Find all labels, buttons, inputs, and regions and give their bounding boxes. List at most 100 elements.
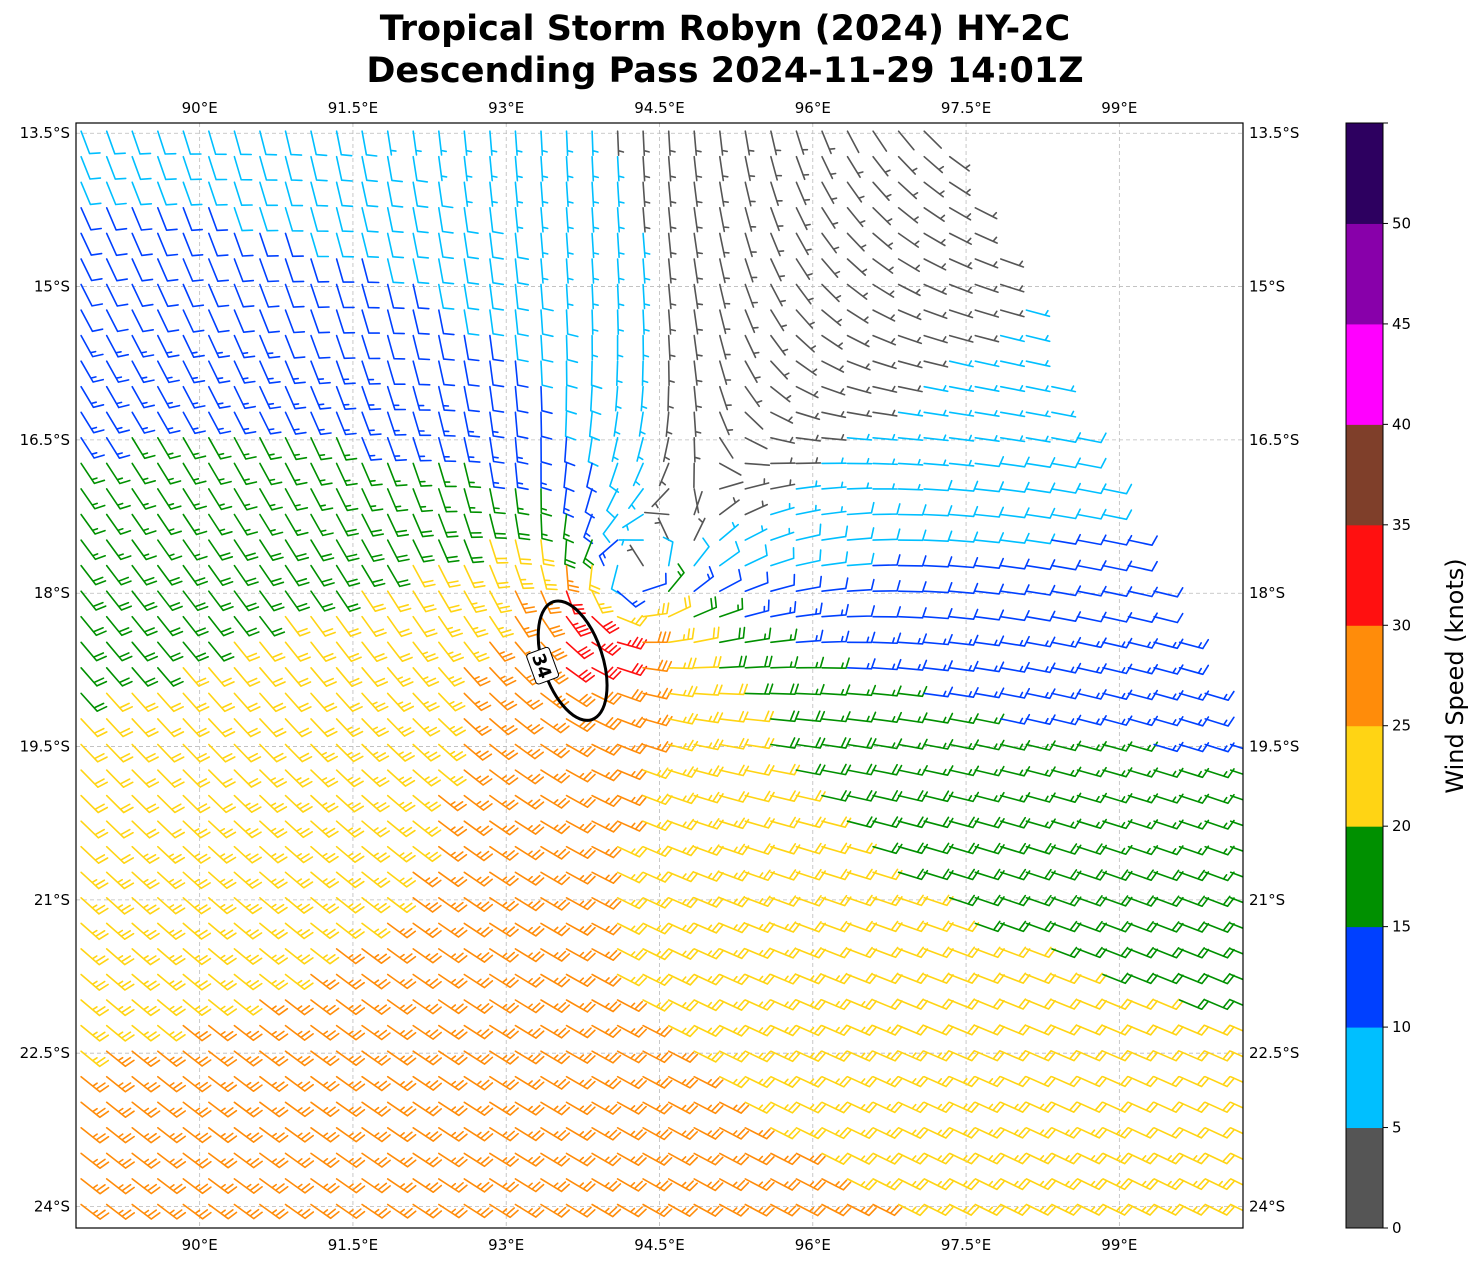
wind-barb [1102, 1127, 1133, 1139]
wind-barb [846, 410, 872, 418]
wind-barb [463, 232, 479, 260]
wind-barb [131, 897, 160, 915]
wind-barb [1000, 532, 1030, 544]
wind-barb [1153, 690, 1184, 701]
wind-barb [1204, 716, 1235, 727]
wind-barb [412, 334, 431, 361]
wind-barb [1051, 611, 1082, 622]
wind-barb [1025, 972, 1056, 984]
wind-barb [514, 999, 545, 1014]
wind-barb [1127, 689, 1158, 701]
wind-barb [591, 794, 622, 807]
wind-barb [795, 629, 824, 644]
wind-barb [310, 181, 329, 207]
wind-barb [284, 1203, 315, 1220]
wind-barb [642, 687, 673, 700]
wind-barb [693, 334, 703, 361]
y-tick-label-right: 19.5°S [1249, 738, 1299, 756]
wind-barb [438, 641, 464, 663]
wind-barb [897, 920, 929, 933]
wind-barb [1076, 818, 1107, 829]
wind-barb [602, 513, 619, 543]
wind-barb [463, 641, 490, 662]
wind-barb [463, 897, 494, 912]
wind-barb [80, 309, 104, 333]
wind-barb [514, 590, 537, 614]
wind-barb [335, 437, 358, 461]
wind-barb [1000, 920, 1031, 933]
wind-barb [693, 818, 724, 830]
wind-barb [872, 998, 903, 1010]
wind-barb [1204, 1101, 1235, 1113]
wind-barb [974, 998, 1005, 1010]
wind-barb [616, 716, 648, 729]
wind-barb [744, 973, 775, 985]
wind-barb [1000, 283, 1025, 293]
wind-barb [821, 360, 845, 373]
wind-barb [284, 615, 311, 637]
wind-barb [897, 712, 928, 724]
wind-barb [1025, 740, 1056, 751]
wind-barb [438, 718, 466, 737]
wind-barb [795, 504, 821, 516]
y-tick-label-right: 13.5°S [1249, 124, 1299, 142]
wind-barb [1102, 946, 1133, 959]
wind-barb [1127, 535, 1158, 546]
wind-barb [463, 948, 494, 963]
wind-barb [105, 973, 135, 991]
wind-barb [259, 973, 289, 991]
wind-barb [923, 998, 954, 1010]
wind-barb [642, 155, 651, 182]
wind-barb [795, 656, 825, 669]
wind-barb [157, 411, 181, 434]
wind-barb [1204, 1203, 1235, 1216]
wind-barb [1025, 309, 1051, 318]
wind-barb [80, 437, 105, 459]
wind-barb [438, 488, 458, 513]
wind-barb [1153, 1024, 1184, 1036]
wind-barb [821, 868, 852, 881]
wind-barb [514, 1178, 545, 1193]
wind-barb [259, 513, 284, 536]
wind-barb [361, 437, 383, 461]
wind-barb [540, 973, 571, 988]
wind-barb [489, 973, 519, 989]
wind-barb [795, 309, 815, 329]
wind-barb [795, 763, 826, 776]
wind-barb [667, 1075, 699, 1089]
wind-barb [233, 1101, 263, 1118]
wind-barb [80, 181, 102, 206]
wind-barb [897, 946, 929, 959]
wind-barb [565, 973, 596, 987]
wind-barb [335, 564, 361, 587]
wind-barb [564, 437, 576, 467]
wind-barb [105, 641, 133, 662]
wind-barb [642, 793, 673, 805]
wind-barb [386, 539, 410, 563]
wind-barb [1229, 845, 1243, 853]
wind-barb [284, 973, 314, 990]
wind-barb [310, 718, 338, 738]
wind-barb [667, 563, 685, 592]
wind-barb [80, 1152, 110, 1169]
wind-barb [974, 435, 1000, 442]
wind-barb [310, 437, 333, 461]
wind-barb [386, 769, 416, 787]
wind-barb [744, 437, 768, 450]
wind-barb [182, 488, 207, 510]
x-tick-label-top: 97.5°E [941, 99, 991, 117]
wind-barb [693, 596, 718, 618]
wind-barb [361, 922, 391, 939]
wind-barb [974, 972, 1005, 984]
wind-barb [386, 385, 407, 411]
wind-barb [744, 655, 773, 669]
wind-barb [182, 845, 211, 864]
wind-barb [284, 999, 314, 1016]
wind-barb [361, 743, 390, 762]
wind-barb [795, 258, 813, 280]
wind-barb [565, 641, 594, 660]
wind-barb [412, 973, 442, 989]
wind-barb [642, 602, 670, 618]
wind-barb [591, 743, 622, 756]
wind-barb [1178, 742, 1210, 753]
